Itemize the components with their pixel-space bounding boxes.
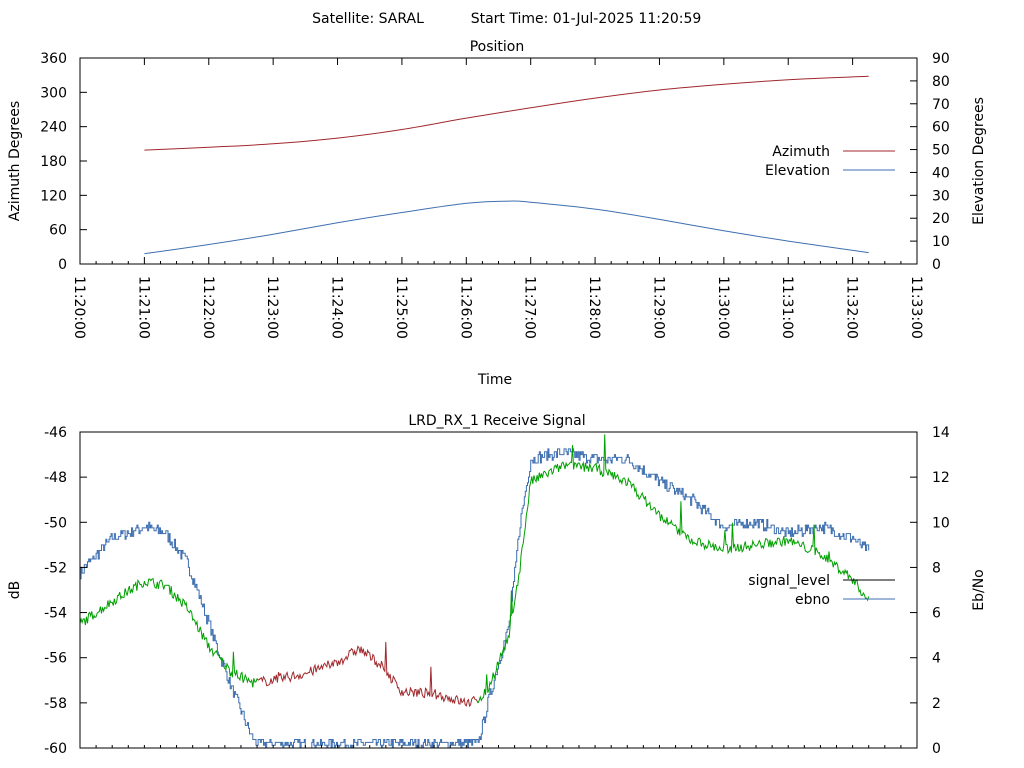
signal-y-tick-label: -58 xyxy=(44,696,67,712)
position-x-tick-label: 11:26:00 xyxy=(457,276,473,339)
signal-y-tick-label: -60 xyxy=(44,741,67,757)
position-chart: Position 0 60 120 180 240 300 360 0 10 20 30 40 50 6… xyxy=(7,39,987,388)
position-y-tick-label: 300 xyxy=(40,85,67,101)
signal-y-tick-label: -52 xyxy=(44,560,67,576)
signal-y-axis-label: dB xyxy=(7,581,23,600)
signal-y-axis: -60 -58 -56 -54 -52 -50 -48 -46 xyxy=(44,425,87,757)
legend-elevation-label: Elevation xyxy=(765,163,830,179)
position-y-tick-label: 180 xyxy=(40,154,67,170)
signal-legend: signal_level ebno xyxy=(748,573,895,608)
satellite-label: Satellite: SARAL xyxy=(312,11,424,27)
position-x-tick-label: 11:23:00 xyxy=(264,276,280,339)
position-y-tick-label: 60 xyxy=(49,223,67,239)
series-signal-level-line xyxy=(79,577,258,688)
position-y2-tick-label: 90 xyxy=(932,51,950,67)
legend-azimuth-label: Azimuth xyxy=(772,144,830,160)
signal-plot-frame xyxy=(79,431,918,749)
signal-y2-tick-label: 10 xyxy=(932,515,950,531)
position-y2-tick-label: 30 xyxy=(932,188,950,204)
position-x-tick-label: 11:25:00 xyxy=(393,276,409,339)
series-elevation-line xyxy=(144,200,869,255)
signal-y-tick-label: -46 xyxy=(44,425,67,441)
position-y-tick-label: 240 xyxy=(40,120,67,136)
position-y2-tick-label: 10 xyxy=(932,234,950,250)
position-x-tick-label: 11:32:00 xyxy=(844,276,860,339)
position-y2-tick-label: 70 xyxy=(932,97,950,113)
signal-y2-tick-label: 14 xyxy=(932,425,950,441)
position-series xyxy=(144,75,869,255)
position-x-tick-label: 11:20:00 xyxy=(71,276,87,339)
position-legend: Azimuth Elevation xyxy=(765,144,895,179)
position-y-tick-label: 120 xyxy=(40,188,67,204)
position-x-tick-label: 11:31:00 xyxy=(779,276,795,339)
series-signal-level-line xyxy=(477,434,870,704)
signal-x-axis xyxy=(79,745,918,748)
signal-y-tick-label: -56 xyxy=(44,651,67,667)
position-x-tick-label: 11:27:00 xyxy=(522,276,538,339)
signal-y2-tick-label: 2 xyxy=(932,696,941,712)
position-y2-tick-label: 60 xyxy=(932,120,950,136)
position-y2-tick-label: 20 xyxy=(932,211,950,227)
legend-ebno-label: ebno xyxy=(795,592,830,608)
position-chart-title: Position xyxy=(470,39,525,55)
position-y2-tick-label: 0 xyxy=(932,257,941,273)
position-x-axis-label: Time xyxy=(477,372,512,388)
signal-y2-tick-label: 12 xyxy=(932,470,950,486)
position-y-tick-label: 0 xyxy=(58,257,67,273)
signal-chart-title: LRD_RX_1 Receive Signal xyxy=(408,413,585,429)
signal-y2-tick-label: 6 xyxy=(932,606,941,622)
start-time-label: Start Time: 01-Jul-2025 11:20:59 xyxy=(471,11,702,27)
series-signal-level-line xyxy=(256,641,479,708)
position-y-axis: 0 60 120 180 240 300 360 xyxy=(40,51,87,273)
signal-y2-axis: 0 2 4 6 8 10 12 14 xyxy=(910,425,950,757)
signal-y-tick-label: -50 xyxy=(44,515,67,531)
signal-y2-tick-label: 8 xyxy=(932,560,941,576)
position-y2-tick-label: 50 xyxy=(932,143,950,159)
signal-series xyxy=(79,434,870,749)
position-y-tick-label: 360 xyxy=(40,51,67,67)
signal-y2-tick-label: 0 xyxy=(932,741,941,757)
series-azimuth-line xyxy=(144,75,869,151)
position-x-tick-label: 11:28:00 xyxy=(586,276,602,339)
position-y2-tick-label: 80 xyxy=(932,74,950,90)
position-y2-axis: 0 10 20 30 40 50 60 70 80 90 xyxy=(910,51,950,273)
position-x-tick-label: 11:24:00 xyxy=(329,276,345,339)
series-ebno-line xyxy=(80,448,870,749)
signal-y2-tick-label: 4 xyxy=(932,651,941,667)
signal-y-tick-label: -48 xyxy=(44,470,67,486)
signal-y2-axis-label: Eb/No xyxy=(971,569,987,611)
legend-signal-level-label: signal_level xyxy=(748,573,830,589)
position-x-tick-label: 11:33:00 xyxy=(908,276,924,339)
position-x-tick-label: 11:29:00 xyxy=(650,276,666,339)
position-x-tick-label: 11:22:00 xyxy=(200,276,216,339)
position-x-tick-label: 11:30:00 xyxy=(715,276,731,339)
position-plot-frame xyxy=(79,57,918,265)
position-y2-tick-label: 40 xyxy=(932,165,950,181)
position-y2-axis-label: Elevation Degrees xyxy=(971,97,987,225)
signal-chart: LRD_RX_1 Receive Signal -60-58-56-54-52-… xyxy=(7,413,987,757)
position-x-tick-label: 11:21:00 xyxy=(135,276,151,339)
position-x-axis: 11:20:00 11:21:00 11:22:00 11:23:00 11:24:00… xyxy=(71,58,924,339)
position-y-axis-label: Azimuth Degrees xyxy=(7,101,23,221)
signal-y-tick-label: -54 xyxy=(44,606,67,622)
